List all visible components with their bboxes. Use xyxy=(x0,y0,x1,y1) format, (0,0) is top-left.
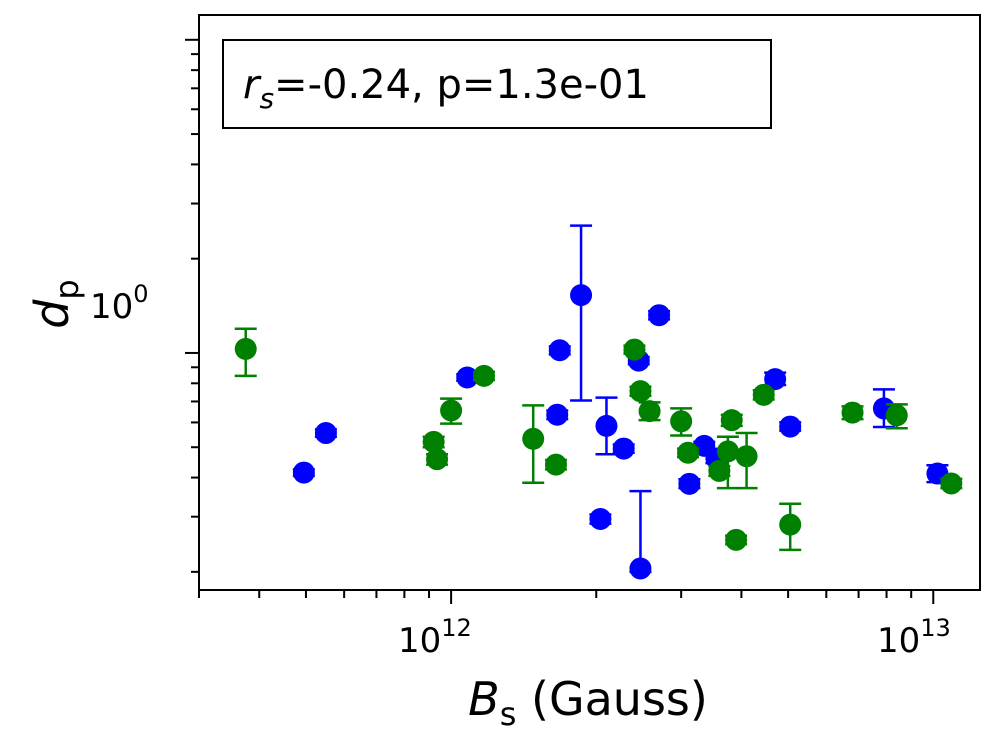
data-point xyxy=(595,414,618,437)
data-point xyxy=(752,383,775,406)
plot-frame xyxy=(198,14,981,591)
data-point xyxy=(623,338,646,361)
data-point xyxy=(885,404,908,427)
plot-area xyxy=(234,224,963,580)
data-point xyxy=(292,461,315,484)
data-point xyxy=(841,401,864,424)
data-point xyxy=(670,410,693,433)
data-point xyxy=(456,366,479,389)
annotation-box xyxy=(222,39,772,129)
data-point xyxy=(546,403,569,426)
data-point xyxy=(422,430,445,453)
data-point xyxy=(716,440,739,463)
x-axis-title: Bs (Gauss) xyxy=(468,672,708,733)
data-point xyxy=(314,422,337,445)
data-point xyxy=(544,453,567,476)
data-point xyxy=(678,472,701,495)
data-point xyxy=(426,448,449,471)
data-point xyxy=(677,441,700,464)
data-point xyxy=(648,304,671,327)
x-tick-label-1e13: 1013 xyxy=(877,614,951,661)
series-2 xyxy=(234,327,963,552)
data-point xyxy=(779,415,802,438)
data-point xyxy=(570,284,593,307)
data-point xyxy=(764,368,787,391)
data-point xyxy=(720,409,743,432)
data-point xyxy=(472,364,495,387)
y-axis-title: dp xyxy=(25,279,86,329)
data-point xyxy=(735,445,758,468)
data-point xyxy=(779,513,802,536)
data-point xyxy=(612,437,635,460)
data-point xyxy=(234,337,257,360)
y-tick-label-1: 100 xyxy=(90,280,149,327)
correlation-annotation: rs=-0.24, p=1.3e-01 xyxy=(222,39,772,129)
data-point xyxy=(725,528,748,551)
error-bar xyxy=(570,224,593,402)
series-1 xyxy=(292,224,949,580)
data-point xyxy=(440,399,463,422)
data-point xyxy=(522,427,545,450)
x-tick-label-1e12: 1012 xyxy=(398,614,472,661)
data-point xyxy=(629,557,652,580)
axes xyxy=(185,14,981,604)
data-point xyxy=(708,459,731,482)
data-point xyxy=(548,339,571,362)
annotation-text: rs=-0.24, p=1.3e-01 xyxy=(243,62,649,115)
data-point xyxy=(589,507,612,530)
data-point xyxy=(629,380,652,403)
data-point xyxy=(940,472,963,495)
data-point xyxy=(638,400,661,423)
